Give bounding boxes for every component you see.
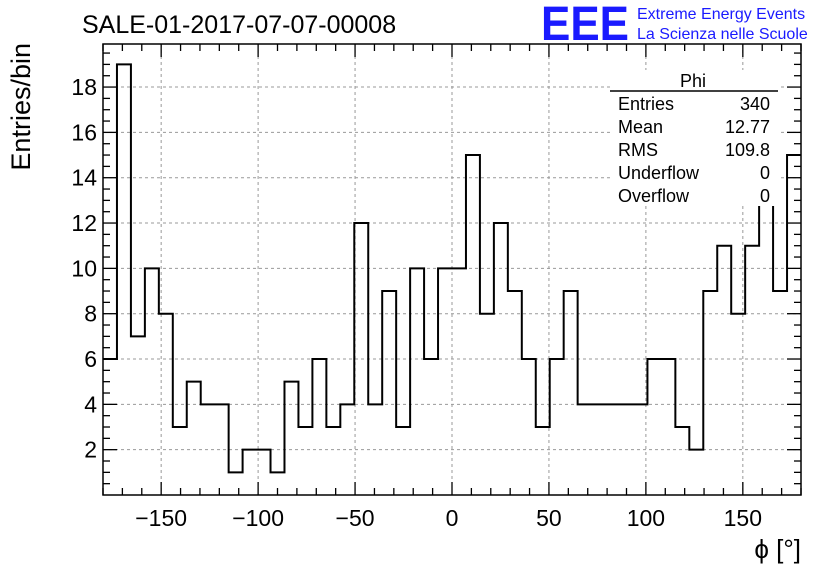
- axis-ticks: [102, 44, 802, 495]
- y-tick-label: 16: [71, 119, 97, 145]
- stats-label: RMS: [618, 140, 658, 160]
- eee-logo-line1: Extreme Energy Events: [637, 6, 805, 23]
- stats-box-background: [610, 70, 778, 206]
- stats-value: 109.8: [725, 140, 770, 160]
- stats-box: Phi Entries 340 Mean 12.77 RMS 109.8 Underflow…: [610, 70, 778, 206]
- y-tick-label: 12: [71, 210, 97, 236]
- y-tick-label: 2: [84, 437, 97, 463]
- y-tick-labels: 2 4 6 8 10 12 14 16 18: [71, 74, 97, 463]
- y-tick-label: 4: [84, 391, 97, 417]
- stats-value: 0: [760, 163, 770, 183]
- x-tick-label: −150: [135, 505, 187, 531]
- x-tick-labels: −150 −100 −50 0 50 100 150: [135, 505, 762, 531]
- stats-rows: Entries 340 Mean 12.77 RMS 109.8 Underflow 0 Ove…: [618, 94, 770, 206]
- x-tick-label: 100: [627, 505, 665, 531]
- x-tick-label: 0: [446, 505, 459, 531]
- stats-box-title: Phi: [680, 71, 706, 91]
- y-tick-label: 8: [84, 301, 97, 327]
- plot-frame: [102, 43, 802, 496]
- x-tick-label: −100: [232, 505, 284, 531]
- stats-label: Underflow: [618, 163, 700, 183]
- x-tick-label: 50: [536, 505, 562, 531]
- y-axis-label: Entries/bin: [6, 43, 36, 171]
- stats-value: 0: [760, 186, 770, 206]
- x-axis-label: ϕ [°]: [754, 534, 801, 564]
- eee-logo: EEE Extreme Energy Events La Scienza nel…: [541, 0, 808, 51]
- y-tick-label: 14: [71, 165, 97, 191]
- stats-label: Entries: [618, 94, 674, 114]
- eee-logo-line2: La Scienza nelle Scuole: [637, 26, 808, 43]
- stats-label: Overflow: [618, 186, 690, 206]
- stats-value: 12.77: [725, 117, 770, 137]
- x-tick-label: −50: [336, 505, 375, 531]
- y-tick-label: 6: [84, 346, 97, 372]
- stats-label: Mean: [618, 117, 663, 137]
- x-tick-label: 150: [724, 505, 762, 531]
- stats-value: 340: [740, 94, 770, 114]
- histogram-step-line: [103, 63, 801, 474]
- chart-title: SALE-01-2017-07-07-00008: [82, 11, 396, 39]
- y-tick-label: 10: [71, 255, 97, 281]
- eee-logo-mark: EEE: [541, 0, 629, 51]
- y-tick-label: 18: [71, 74, 97, 100]
